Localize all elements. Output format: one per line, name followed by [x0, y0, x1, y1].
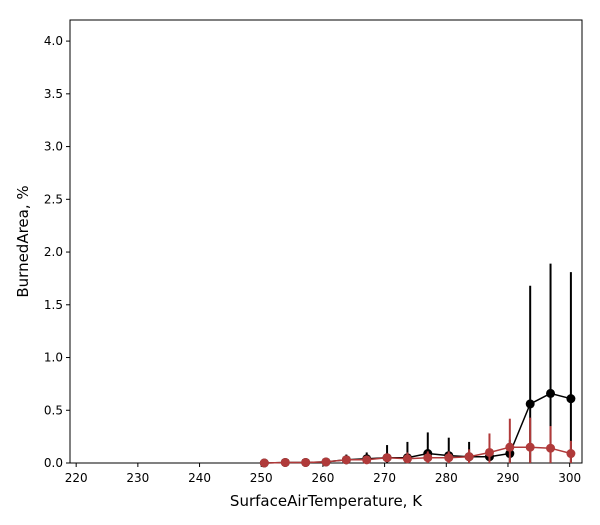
data-point [444, 453, 454, 463]
x-tick-label: 270 [373, 471, 396, 485]
data-point [402, 454, 412, 464]
data-point [362, 455, 372, 465]
y-tick-label: 0.5 [44, 403, 63, 417]
data-point [566, 394, 576, 404]
data-point [301, 457, 311, 467]
data-point [525, 399, 535, 409]
data-point [484, 447, 494, 457]
data-point [525, 442, 535, 452]
y-tick-label: 3.0 [44, 140, 63, 154]
data-point [341, 455, 351, 465]
data-point [464, 452, 474, 462]
x-tick-label: 260 [311, 471, 334, 485]
y-tick-label: 1.0 [44, 351, 63, 365]
x-tick-label: 280 [435, 471, 458, 485]
y-tick-label: 1.5 [44, 298, 63, 312]
data-point [566, 449, 576, 459]
series-1 [259, 417, 576, 468]
data-point [423, 453, 433, 463]
data-point [546, 388, 556, 398]
y-tick-label: 4.0 [44, 34, 63, 48]
plot-area [69, 19, 583, 464]
x-tick-label: 240 [188, 471, 211, 485]
x-tick-label: 220 [65, 471, 88, 485]
y-tick-label: 0.0 [44, 456, 63, 470]
data-point [259, 458, 269, 468]
y-axis: 0.0 0.5 1.0 1.5 2.0 2.5 3.0 3.5 4.0 [44, 34, 70, 470]
data-point [546, 443, 556, 453]
y-tick-label: 3.5 [44, 87, 63, 101]
x-axis-label: SurfaceAirTemperature, K [230, 492, 423, 510]
x-tick-label: 230 [126, 471, 149, 485]
series-layer [259, 263, 576, 468]
x-tick-label: 290 [497, 471, 520, 485]
y-tick-label: 2.0 [44, 245, 63, 259]
y-axis-label: BurnedArea, % [14, 185, 32, 297]
x-axis: 220 230 240 250 260 270 280 290 300 [65, 463, 581, 485]
data-point [382, 453, 392, 463]
y-tick-label: 2.5 [44, 192, 63, 206]
data-point [280, 457, 290, 467]
series-line [264, 446, 572, 464]
x-tick-label: 250 [250, 471, 273, 485]
data-point [321, 457, 331, 467]
data-point [505, 442, 515, 452]
x-tick-label: 300 [558, 471, 581, 485]
